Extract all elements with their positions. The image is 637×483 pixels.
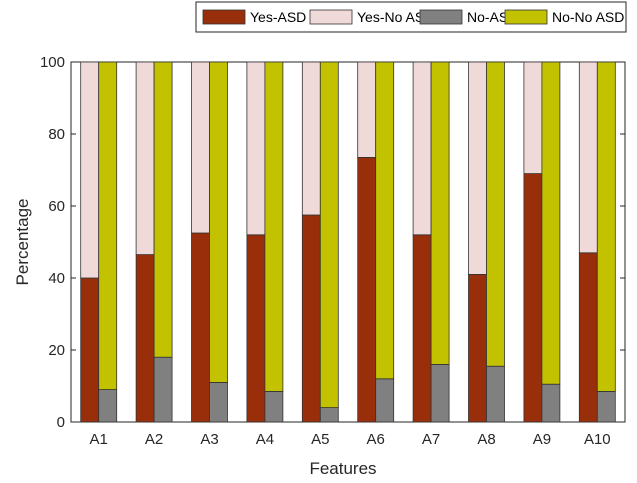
plot-frame (70, 61, 626, 423)
bar-segment (246, 234, 266, 423)
bar-segment (412, 61, 432, 236)
bar-segment (541, 61, 561, 385)
bars (80, 61, 616, 423)
bar-segment (209, 381, 228, 423)
bar-segment (209, 61, 228, 383)
legend-swatch (419, 9, 463, 25)
bar-segment (301, 214, 321, 423)
bar-segment (191, 61, 210, 234)
x-axis-title: Features (309, 459, 376, 478)
bar-segment (523, 173, 543, 423)
y-tick-label: 100 (40, 54, 65, 71)
bar-segment (596, 390, 616, 423)
bar-segment (319, 407, 339, 423)
bar-segment (468, 273, 487, 423)
y-tick-label: 80 (48, 126, 65, 143)
tick-labels: 0 20 40 60 80 100 A1 A2 A3 A4 A5 A6 A7 A8 A9 A10 (40, 54, 611, 448)
bar-segment (412, 234, 432, 423)
bar-segment (264, 61, 284, 392)
bar-segment (319, 61, 339, 409)
y-tick-label: 0 (57, 414, 65, 431)
bar-segment (98, 61, 118, 391)
bar-segment (301, 61, 321, 216)
bar-segment (246, 61, 266, 236)
bar-segment (430, 61, 450, 365)
y-tick-label: 40 (48, 270, 65, 287)
bar-segment (191, 232, 210, 423)
bar-segment (357, 61, 377, 158)
x-tick-label: A10 (584, 431, 611, 448)
legend-label: No-No ASD (552, 9, 624, 25)
x-tick-label: A4 (256, 431, 274, 448)
x-tick-label: A5 (311, 431, 329, 448)
bar-segment (578, 61, 598, 254)
bar-segment (153, 61, 173, 358)
x-tick-label: A6 (367, 431, 385, 448)
legend-swatch (202, 9, 246, 25)
x-tick-label: A1 (90, 431, 108, 448)
bar-segment (541, 383, 561, 423)
bar-segment (523, 61, 543, 174)
legend-swatch (504, 9, 548, 25)
bar-segment (468, 61, 487, 275)
legend-label: Yes-ASD (250, 9, 306, 25)
bar-segment (486, 61, 505, 367)
y-tick-label: 60 (48, 198, 65, 215)
bar-segment (357, 156, 377, 423)
bar-segment (80, 277, 100, 423)
bar-segment (578, 252, 598, 423)
x-tick-label: A2 (145, 431, 163, 448)
bar-segment (135, 254, 155, 423)
x-tick-label: A3 (200, 431, 218, 448)
legend-label: Yes-No ASD (357, 9, 434, 25)
bar-segment (98, 389, 118, 423)
x-tick-label: A7 (422, 431, 440, 448)
bar-segment (486, 365, 505, 423)
x-tick-label: A9 (533, 431, 551, 448)
legend-box (195, 1, 627, 33)
bar-segment (596, 61, 616, 392)
bar-segment (430, 363, 450, 423)
bar-segment (153, 356, 173, 423)
legend: Yes-ASD Yes-No ASD No-ASD No-No ASD (195, 1, 627, 33)
x-tick-label: A8 (477, 431, 495, 448)
bar-segment (264, 390, 284, 423)
legend-swatch (309, 9, 353, 25)
bar-segment (135, 61, 155, 256)
bar-segment (375, 61, 395, 380)
bar-segment (375, 378, 395, 423)
bar-segment (80, 61, 100, 279)
y-axis-title: Percentage (13, 199, 32, 286)
y-tick-label: 20 (48, 342, 65, 359)
